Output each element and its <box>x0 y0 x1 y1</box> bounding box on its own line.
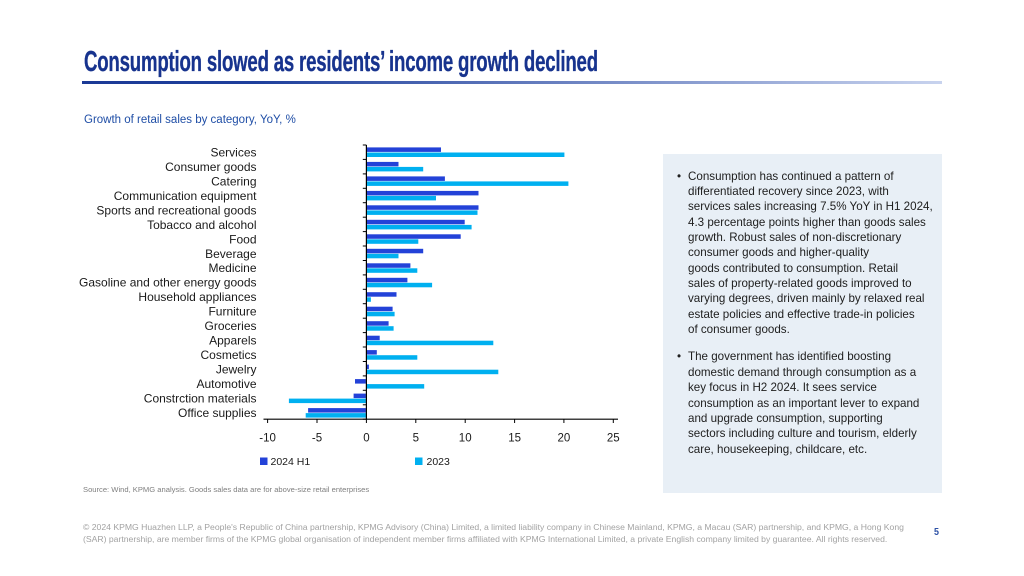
svg-text:25: 25 <box>607 433 620 445</box>
svg-text:Automotive: Automotive <box>196 377 256 391</box>
svg-text:20: 20 <box>558 433 571 445</box>
svg-text:0: 0 <box>363 433 369 445</box>
svg-text:Consumer goods: Consumer goods <box>165 160 256 174</box>
svg-text:Sports and recreational goods: Sports and recreational goods <box>96 203 256 217</box>
svg-text:-10: -10 <box>259 433 276 445</box>
svg-text:Office supplies: Office supplies <box>178 406 257 420</box>
svg-text:10: 10 <box>459 433 472 445</box>
svg-text:Constrction materials: Constrction materials <box>144 392 257 406</box>
svg-text:Food: Food <box>229 232 256 246</box>
svg-text:Groceries: Groceries <box>204 319 256 333</box>
svg-text:Beverage: Beverage <box>205 247 257 261</box>
svg-text:5: 5 <box>413 433 419 445</box>
svg-text:15: 15 <box>508 433 521 445</box>
svg-text:Communication equipment: Communication equipment <box>114 189 257 203</box>
svg-text:Medicine: Medicine <box>208 261 256 275</box>
svg-text:Apparels: Apparels <box>209 334 256 348</box>
svg-text:Household appliances: Household appliances <box>138 290 256 304</box>
svg-text:Gasoline and other energy good: Gasoline and other energy goods <box>79 276 256 290</box>
svg-text:Jewelry: Jewelry <box>216 363 257 377</box>
svg-text:Cosmetics: Cosmetics <box>200 348 256 362</box>
svg-text:Services: Services <box>210 145 256 159</box>
svg-text:Furniture: Furniture <box>208 305 256 319</box>
svg-text:Tobacco and alcohol: Tobacco and alcohol <box>147 218 256 232</box>
svg-text:2023: 2023 <box>427 456 451 468</box>
svg-text:-5: -5 <box>312 433 322 445</box>
svg-text:Catering: Catering <box>211 174 256 188</box>
svg-text:2024 H1: 2024 H1 <box>271 456 311 468</box>
